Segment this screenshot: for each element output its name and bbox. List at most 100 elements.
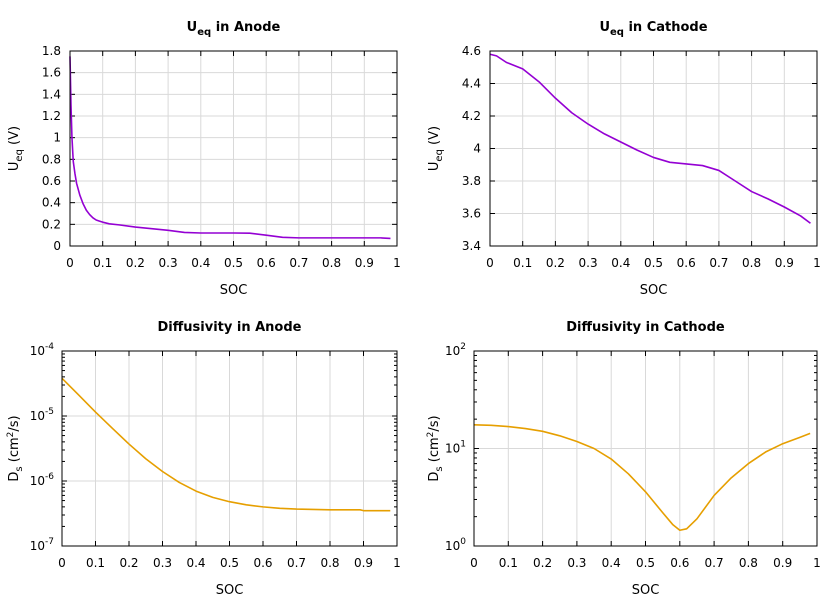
anode-ueq-chart: 0 0.1 0.2 0.3 0.4 0.5 0.6 0.7 0.8 0.9 1 0 0.2 0.4 0.6 0… (7, 20, 401, 298)
y-tick-label: 4.4 (462, 77, 481, 91)
y-tick-base: 10 (30, 409, 45, 423)
x-tick-label: 0.5 (220, 556, 239, 570)
x-tick-label: 0.9 (354, 556, 373, 570)
x-tick-label: 0.5 (224, 256, 243, 270)
x-tick-label: 0.2 (533, 556, 552, 570)
y-tick-label: 0 (53, 239, 61, 253)
y-axis-label-subscript: s (434, 466, 445, 471)
y-tick-label: 4 (473, 142, 481, 156)
x-tick-label: 0.7 (705, 556, 724, 570)
y-axis-label: Ds (cm2/s) (426, 415, 445, 481)
cathode-ueq-chart: 0 0.1 0.2 0.3 0.4 0.5 0.6 0.7 0.8 0.9 1 3.4 3.6 3.8 4 4… (427, 20, 821, 298)
y-tick-base: 10 (30, 539, 45, 553)
y-tick-base: 10 (445, 344, 460, 358)
y-tick-label: 3.8 (462, 174, 481, 188)
y-axis-label: Ueq (V) (427, 126, 445, 171)
x-tick-label: 0.8 (742, 256, 761, 270)
y-tick-label: 10-4 (30, 342, 55, 358)
x-tick-label: 0.2 (546, 256, 565, 270)
y-tick-label: 0.8 (42, 152, 61, 166)
y-tick-label: 1.8 (42, 44, 61, 58)
y-axis-label: Ds (cm2/s) (6, 415, 25, 481)
chart-title: Ueq in Anode (187, 20, 281, 38)
cathode-diffusivity-chart: 0 0.1 0.2 0.3 0.4 0.5 0.6 0.7 0.8 0.9 1100101102Di… (426, 320, 821, 598)
plot-frame (69, 50, 398, 247)
x-tick-label: 0.1 (513, 256, 532, 270)
x-tick-label: 0.7 (287, 556, 306, 570)
y-tick-base: 10 (445, 442, 460, 456)
y-tick-label: 4.6 (462, 44, 481, 58)
y-axis-label: Ueq (V) (7, 126, 25, 171)
x-tick-label: 0.6 (253, 556, 272, 570)
x-tick-label: 0.8 (322, 256, 341, 270)
y-tick-base: 10 (445, 539, 460, 553)
y-axis-label-rest: (cm (427, 437, 442, 466)
x-tick-label: 0.9 (355, 256, 374, 270)
x-tick-label: 0 (66, 256, 74, 270)
data-series-line (489, 53, 811, 224)
x-tick-label: 1 (393, 556, 401, 570)
data-series-line (61, 377, 391, 512)
chart-title-main: Diffusivity in Cathode (566, 320, 725, 335)
chart-title: Diffusivity in Cathode (566, 320, 725, 335)
x-tick-label: 1 (813, 256, 821, 270)
y-tick-label: 1.6 (42, 66, 61, 80)
y-tick-label: 100 (445, 537, 466, 553)
anode-diffusivity-chart: 0 0.1 0.2 0.3 0.4 0.5 0.6 0.7 0.8 0.9 110-710-610-… (6, 320, 401, 598)
grid (69, 50, 398, 247)
y-tick-base: 10 (30, 344, 45, 358)
y-axis-label-superscript: 2 (6, 432, 16, 438)
y-axis-label-main: U (7, 162, 22, 172)
y-axis-label-subscript: s (14, 466, 25, 471)
x-tick-label: 0.4 (186, 556, 205, 570)
grid (61, 350, 398, 547)
y-tick-base: 10 (30, 474, 45, 488)
x-tick-label: 0.3 (567, 556, 586, 570)
x-tick-label: 0.7 (289, 256, 308, 270)
x-axis-label: SOC (632, 583, 660, 598)
y-tick-exponent: -6 (45, 472, 54, 482)
y-axis-label-main: D (427, 472, 442, 482)
chart-title-subscript: eq (197, 27, 211, 38)
plot-frame (61, 350, 398, 547)
y-axis-label-tail: /s) (7, 415, 22, 431)
x-tick-label: 0.9 (775, 256, 794, 270)
x-tick-label: 0.6 (257, 256, 276, 270)
y-axis-label-subscript: eq (14, 149, 25, 162)
x-tick-label: 0.3 (153, 556, 172, 570)
y-axis-label-superscript: 2 (426, 432, 436, 438)
y-axis-label-main: D (7, 472, 22, 482)
x-tick-label: 0.8 (320, 556, 339, 570)
x-axis-label: SOC (640, 283, 668, 298)
chart-title-main: U (187, 20, 198, 35)
x-tick-label: 1 (813, 556, 821, 570)
y-axis-label-subscript: eq (434, 149, 445, 162)
y-tick-label: 3.6 (462, 207, 481, 221)
x-tick-label: 0.5 (644, 256, 663, 270)
y-tick-exponent: -5 (45, 407, 54, 417)
x-tick-label: 0 (58, 556, 66, 570)
x-tick-label: 0.1 (499, 556, 518, 570)
plot-frame (489, 50, 818, 247)
y-tick-label: 1.4 (42, 87, 61, 101)
x-tick-label: 0.2 (119, 556, 138, 570)
y-axis-label-rest: (V) (7, 126, 22, 149)
chart-title-main: Diffusivity in Anode (158, 320, 302, 335)
plot-frame (473, 350, 818, 547)
y-tick-label: 0.6 (42, 174, 61, 188)
y-tick-label: 0.4 (42, 196, 61, 210)
x-tick-label: 0.8 (739, 556, 758, 570)
x-tick-label: 0.4 (602, 556, 621, 570)
y-tick-exponent: 2 (460, 342, 466, 352)
y-tick-label: 10-7 (30, 537, 54, 553)
y-tick-exponent: -7 (45, 537, 54, 547)
grid (473, 350, 818, 547)
y-tick-exponent: -4 (45, 342, 54, 352)
chart-title-rest: in Cathode (624, 20, 708, 35)
y-tick-exponent: 1 (460, 440, 466, 450)
y-tick-label: 1 (53, 131, 61, 145)
grid (489, 50, 818, 247)
y-tick-label: 102 (445, 342, 466, 358)
x-tick-label: 0.4 (191, 256, 210, 270)
y-tick-exponent: 0 (460, 537, 466, 547)
